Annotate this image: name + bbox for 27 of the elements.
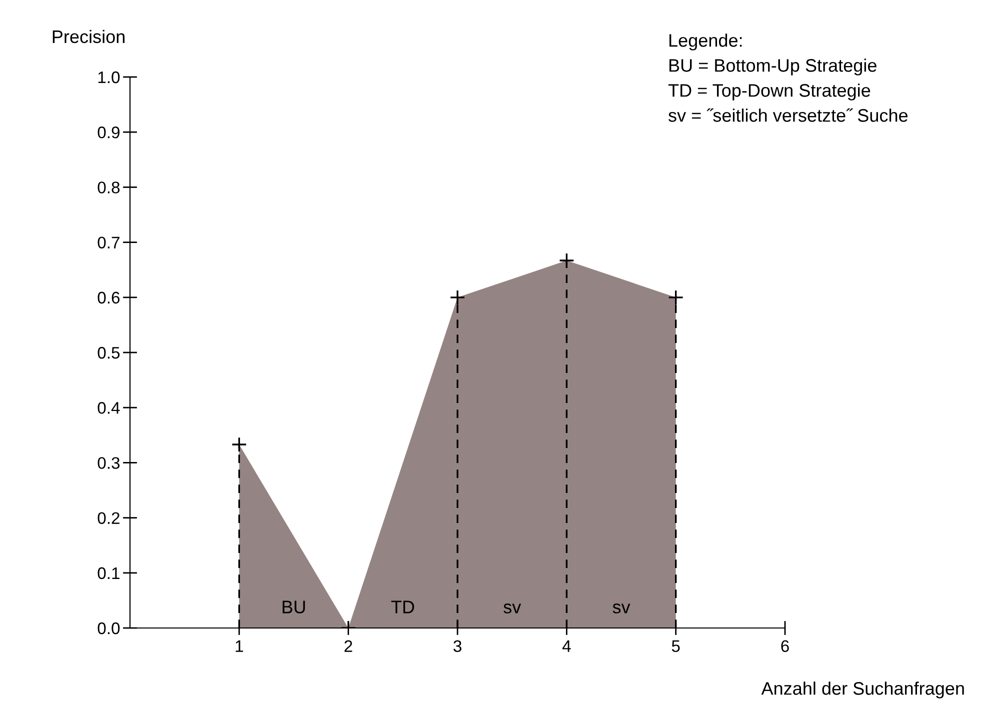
y-axis-title: Precision <box>52 30 124 44</box>
annotation: TD <box>391 600 414 614</box>
y-tick-label: 0.7 <box>98 236 120 249</box>
x-tick-label: 6 <box>781 640 789 652</box>
y-tick-label: 0.8 <box>98 182 120 194</box>
annotation: sv <box>612 604 630 614</box>
text: Legende: <box>669 34 742 50</box>
y-tick-label: 0.5 <box>98 346 120 359</box>
y-tick-label: 0.2 <box>98 512 120 524</box>
x-axis-title: Anzahl der Suchanfragen <box>761 682 964 698</box>
text: BU = Bottom-Up Strategie <box>669 58 876 76</box>
y-tick-label: 0.0 <box>98 622 120 634</box>
y-tick-label: 1.0 <box>98 71 120 84</box>
y-tick-label: 0.4 <box>98 402 120 414</box>
x-tick-label: 1 <box>236 640 243 652</box>
x-tick-label: 5 <box>672 640 680 652</box>
x-tick-label: 2 <box>344 640 352 652</box>
annotation: TD = Top-Down Strategie <box>668 84 870 100</box>
y-tick-label: 0.6 <box>98 292 120 304</box>
annotation: sv = ˝seitlich versetzte˝ Suche <box>668 108 908 122</box>
y-tick-label: 0.1 <box>98 567 120 580</box>
y-tick-label: 0.3 <box>98 457 120 469</box>
x-tick-label: 4 <box>562 640 571 652</box>
annotation: BU <box>282 600 305 614</box>
y-tick-label: 0.9 <box>98 126 120 138</box>
x-tick-label: 3 <box>454 640 462 652</box>
annotation: sv <box>504 604 522 614</box>
